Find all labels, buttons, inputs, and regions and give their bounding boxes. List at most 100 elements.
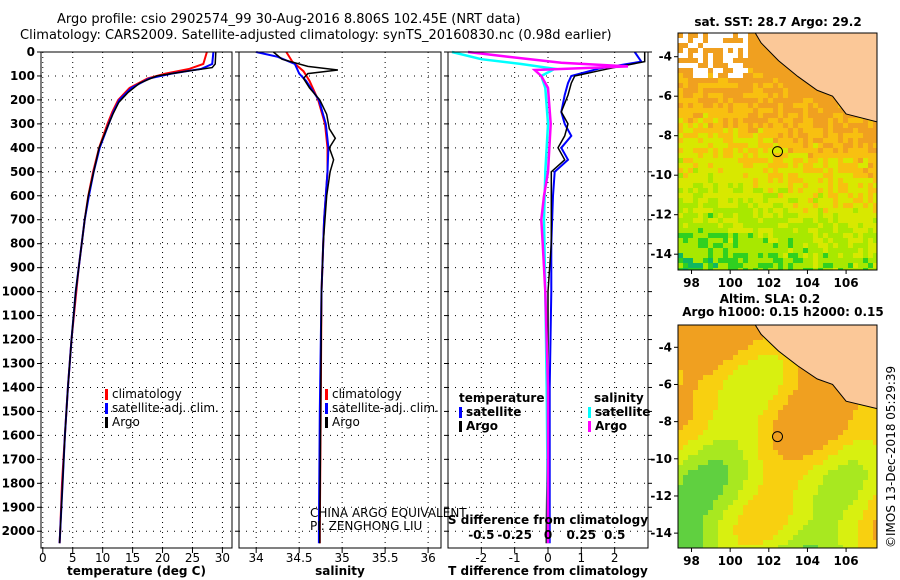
- map-cell: [773, 510, 778, 515]
- map-cell: [738, 133, 743, 138]
- map-cell: [718, 355, 723, 360]
- map-cell: [758, 405, 763, 410]
- map-cell: [708, 470, 713, 475]
- map-cell: [778, 83, 783, 88]
- map-cell: [828, 395, 833, 400]
- map-cell: [683, 148, 688, 153]
- map-cell: [843, 268, 848, 270]
- map-cell: [828, 540, 833, 545]
- map-cell: [723, 193, 728, 198]
- map-cell: [793, 193, 798, 198]
- map-cell: [793, 425, 798, 430]
- map-cell: [773, 500, 778, 505]
- map-cell: [703, 203, 708, 208]
- map-cell: [798, 545, 803, 548]
- map-cell: [773, 168, 778, 173]
- map-cell: [813, 415, 818, 420]
- y-tick-label: -6: [659, 89, 672, 103]
- map-cell: [843, 208, 848, 213]
- map-cell: [788, 520, 793, 525]
- map-cell: [683, 153, 688, 158]
- map-cell: [763, 78, 768, 83]
- map-cell: [823, 128, 828, 133]
- map-cell: [748, 370, 753, 375]
- map-cell: [758, 435, 763, 440]
- map-cell: [818, 485, 823, 490]
- map-cell: [703, 103, 708, 108]
- map-cell: [683, 43, 688, 48]
- map-cell: [693, 48, 698, 53]
- map-cell: [833, 218, 838, 223]
- map-cell: [768, 490, 773, 495]
- map-cell: [753, 168, 758, 173]
- map-cell: [688, 138, 693, 143]
- map-cell: [728, 143, 733, 148]
- map-cell: [818, 395, 823, 400]
- map-cell: [828, 520, 833, 525]
- map-cell: [793, 465, 798, 470]
- map-cell: [843, 530, 848, 535]
- map-cell: [698, 38, 703, 43]
- map-cell: [733, 515, 738, 520]
- map-cell: [678, 355, 683, 360]
- map-cell: [748, 520, 753, 525]
- map-cell: [813, 208, 818, 213]
- map-cell: [818, 425, 823, 430]
- map-cell: [773, 545, 778, 548]
- map-cell: [838, 475, 843, 480]
- map-cell: [738, 380, 743, 385]
- map-cell: [783, 158, 788, 163]
- map-cell: [868, 515, 873, 520]
- map-cell: [778, 198, 783, 203]
- map-cell: [758, 193, 763, 198]
- map-cell: [713, 475, 718, 480]
- map-cell: [693, 148, 698, 153]
- map-cell: [748, 445, 753, 450]
- map-cell: [848, 460, 853, 465]
- map-cell: [778, 68, 783, 73]
- map-cell: [733, 350, 738, 355]
- map-cell: [718, 143, 723, 148]
- map-cell: [708, 158, 713, 163]
- map-cell: [698, 355, 703, 360]
- map-cell: [843, 263, 848, 268]
- map-cell: [743, 355, 748, 360]
- map-cell: [808, 93, 813, 98]
- map-cell: [773, 138, 778, 143]
- map-cell: [758, 233, 763, 238]
- map-cell: [723, 525, 728, 530]
- map-cell: [753, 148, 758, 153]
- map-cell: [698, 435, 703, 440]
- map-cell: [683, 425, 688, 430]
- map-cell: [683, 470, 688, 475]
- map-cell: [833, 415, 838, 420]
- map-cell: [768, 375, 773, 380]
- map-cell: [728, 58, 733, 63]
- map-cell: [678, 123, 683, 128]
- map-cell: [728, 148, 733, 153]
- map-cell: [768, 400, 773, 405]
- map-cell: [723, 395, 728, 400]
- map-cell: [813, 425, 818, 430]
- map-cell: [818, 390, 823, 395]
- map-cell: [763, 263, 768, 268]
- map-cell: [873, 198, 877, 203]
- map-cell: [683, 420, 688, 425]
- map-cell: [708, 520, 713, 525]
- map-cell: [698, 475, 703, 480]
- map-cell: [763, 63, 768, 68]
- map-cell: [843, 470, 848, 475]
- map-cell: [693, 415, 698, 420]
- map-cell: [718, 405, 723, 410]
- map-cell: [843, 405, 848, 410]
- map-cell: [743, 153, 748, 158]
- map-cell: [753, 445, 758, 450]
- map-cell: [813, 233, 818, 238]
- map-cell: [863, 455, 868, 460]
- map-cell: [873, 223, 877, 228]
- map-cell: [718, 525, 723, 530]
- map-cell: [753, 53, 758, 58]
- map-cell: [838, 108, 843, 113]
- map-cell: [863, 223, 868, 228]
- map-cell: [733, 490, 738, 495]
